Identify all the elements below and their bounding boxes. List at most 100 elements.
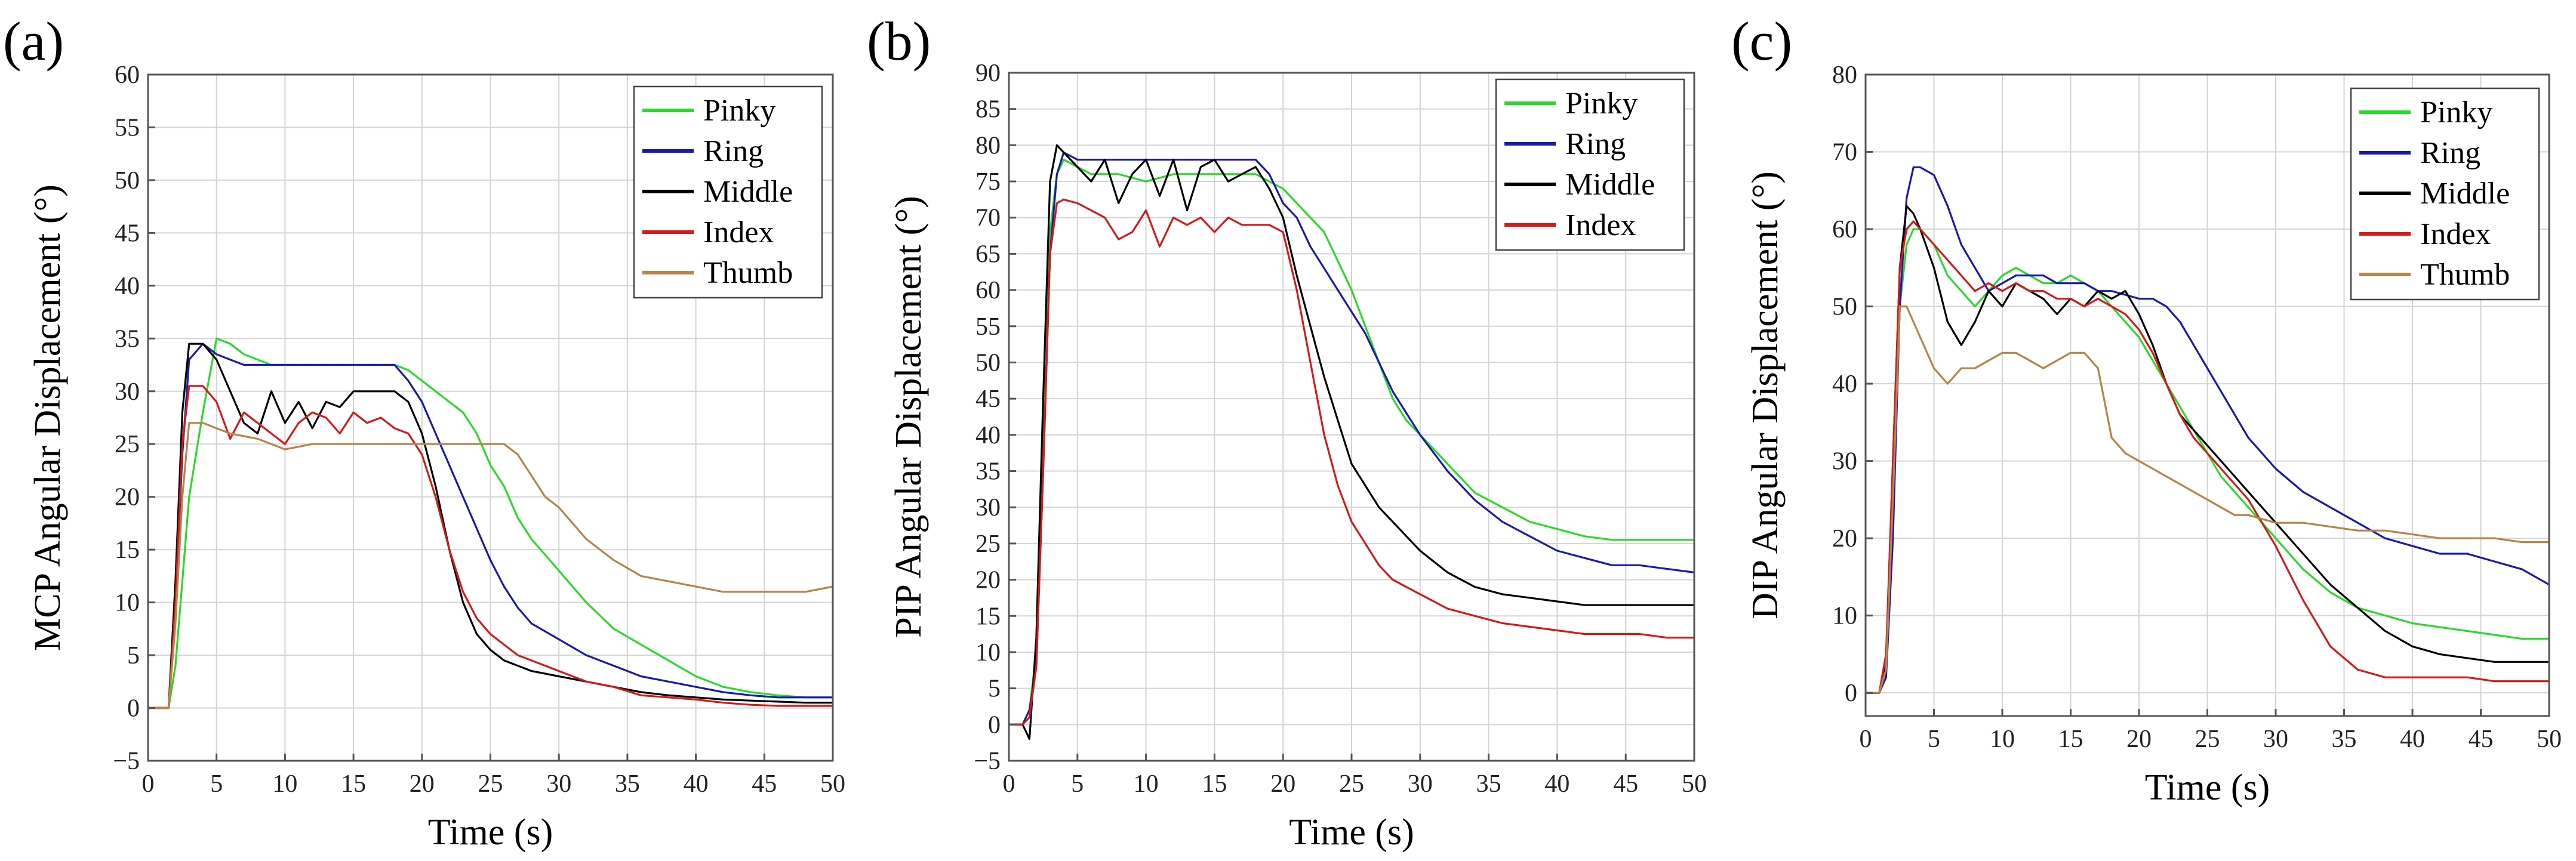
y-tick-label: 10: [975, 639, 1001, 666]
y-tick-label: 50: [1832, 294, 1857, 321]
x-tick-label: 35: [2332, 726, 2357, 753]
series-line-thumb: [148, 422, 833, 709]
x-tick-label: 35: [1476, 770, 1501, 798]
y-tick-label: 40: [115, 273, 140, 300]
legend-label-pinky: Pinky: [1565, 87, 1638, 121]
series-group: [1009, 144, 1694, 740]
x-tick-label: 20: [2126, 726, 2152, 753]
x-tick-label: 20: [1270, 770, 1295, 798]
x-tick-label: 5: [1928, 726, 1940, 753]
panel-label: (a): [3, 11, 64, 72]
series-group: [148, 337, 833, 709]
y-tick-label: 0: [1845, 680, 1857, 707]
legend: Pinky Ring Middle Index Thumb: [2350, 87, 2540, 301]
legend-label-thumb: Thumb: [703, 256, 793, 290]
x-tick-label: 10: [272, 770, 297, 798]
y-tick-label: 20: [975, 567, 1001, 594]
y-tick-label: 10: [1832, 603, 1857, 630]
legend: Pinky Ring Middle Index Thumb: [633, 85, 823, 299]
x-tick-label: 50: [2537, 726, 2562, 753]
x-tick-label: 50: [1682, 770, 1707, 798]
x-tick-label: 45: [1613, 770, 1638, 798]
panel-label: (c): [1731, 11, 1792, 72]
y-tick-label: 60: [975, 277, 1001, 304]
y-tick-label: 40: [975, 422, 1001, 449]
y-tick-label: 50: [975, 349, 1001, 377]
legend-label-middle: Middle: [2420, 177, 2510, 211]
legend: Pinky Ring Middle Index: [1495, 78, 1685, 251]
y-tick-label: 50: [115, 167, 140, 195]
x-tick-label: 30: [2263, 726, 2288, 753]
panel-label: (b): [867, 11, 931, 72]
x-tick-label: 30: [1408, 770, 1433, 798]
x-tick-label: 35: [615, 770, 640, 798]
series-line-ring: [1009, 151, 1694, 726]
x-tick-label: 5: [1071, 770, 1084, 798]
y-tick-label: 5: [988, 675, 1001, 703]
series-line-ring: [1866, 166, 2549, 694]
x-tick-label: 50: [820, 770, 845, 798]
y-tick-label: 20: [1832, 525, 1857, 553]
x-axis-title: Time (s): [2145, 767, 2270, 808]
legend-label-ring: Ring: [2420, 136, 2480, 170]
legend-label-index: Index: [1565, 208, 1636, 242]
chart-panel-b: 0 5 10 15 20 25 30 35 40 45 50−5051015202530354045…: [867, 11, 1707, 853]
y-tick-label: 55: [115, 114, 140, 141]
chart-panel-c: 0 5 10 15 20 25 30 35 40 45 50 0 10 20 30 40 50 60 70 80 Tim…: [1731, 11, 2562, 808]
y-tick-label: 35: [115, 325, 140, 353]
series-line-index: [1866, 220, 2549, 694]
x-tick-label: 20: [410, 770, 435, 798]
y-tick-label: 40: [1832, 371, 1857, 398]
y-tick-label: 30: [115, 378, 140, 406]
x-tick-label: 45: [752, 770, 777, 798]
y-axis-title: MCP Angular Displacement (°): [27, 184, 68, 651]
y-tick-label: 60: [115, 61, 140, 89]
series-line-index: [148, 385, 833, 709]
y-axis-title: DIP Angular Displacement (°): [1745, 171, 1786, 619]
legend-label-ring: Ring: [703, 134, 764, 168]
series-line-middle: [1866, 205, 2549, 694]
x-tick-label: 25: [478, 770, 503, 798]
y-tick-label: 60: [1832, 216, 1857, 243]
x-tick-label: 15: [341, 770, 366, 798]
y-tick-label: 30: [1832, 448, 1857, 476]
x-tick-label: 0: [142, 770, 155, 798]
y-tick-label: 10: [115, 590, 140, 617]
x-tick-label: 0: [1003, 770, 1015, 798]
series-group: [1866, 166, 2549, 694]
y-tick-label: 80: [1832, 61, 1857, 89]
series-line-middle: [1009, 144, 1694, 740]
y-tick-label: 0: [988, 711, 1001, 739]
y-tick-label: 70: [975, 205, 1001, 232]
y-tick-label: 70: [1832, 139, 1857, 166]
legend-label-ring: Ring: [1565, 127, 1626, 161]
legend-box: [1495, 78, 1685, 251]
y-tick-label: 5: [127, 642, 140, 669]
y-tick-label: 65: [975, 240, 1001, 268]
x-tick-label: 0: [1860, 726, 1872, 753]
series-line-index: [1009, 198, 1694, 726]
x-tick-label: 40: [1544, 770, 1569, 798]
series-line-thumb: [1866, 305, 2549, 694]
y-tick-label: −5: [974, 748, 1001, 775]
x-tick-label: 15: [1202, 770, 1227, 798]
legend-label-index: Index: [2420, 217, 2491, 251]
legend-label-pinky: Pinky: [703, 94, 775, 128]
x-tick-label: 25: [1339, 770, 1364, 798]
y-tick-label: 85: [975, 96, 1001, 124]
x-tick-label: 40: [684, 770, 709, 798]
legend-label-middle: Middle: [1565, 168, 1655, 202]
y-tick-label: 35: [975, 458, 1001, 486]
x-axis-title: Time (s): [428, 812, 553, 853]
y-tick-label: 55: [975, 313, 1001, 341]
y-tick-label: 15: [975, 603, 1001, 630]
legend-label-index: Index: [703, 215, 774, 249]
y-tick-label: 15: [115, 536, 140, 564]
x-tick-label: 45: [2469, 726, 2494, 753]
y-tick-label: 20: [115, 484, 140, 511]
x-tick-label: 15: [2058, 726, 2083, 753]
y-tick-label: 45: [975, 385, 1001, 413]
series-line-pinky: [148, 337, 833, 709]
y-tick-label: 45: [115, 220, 140, 247]
